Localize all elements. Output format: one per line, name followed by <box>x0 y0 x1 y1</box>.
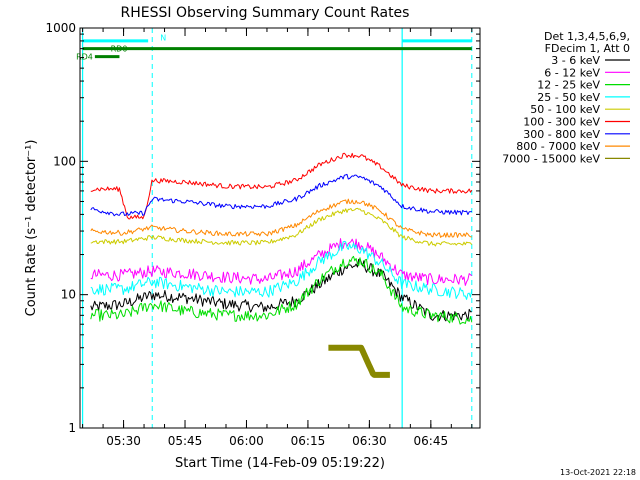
x-tick-label-2: 06:00 <box>229 434 264 448</box>
series-line-4 <box>90 207 473 247</box>
legend-label-3: 25 - 50 keV <box>537 91 600 104</box>
legend-label-8: 7000 - 15000 keV <box>502 152 600 165</box>
legend-label-7: 800 - 7000 keV <box>516 140 600 153</box>
y-axis-label: Count Rate (s⁻¹ detector⁻¹) <box>24 140 39 317</box>
x-axis-label: Start Time (14-Feb-09 05:19:22) <box>175 456 385 471</box>
x-tick-label-5: 06:45 <box>414 434 449 448</box>
series-line-0 <box>90 258 472 322</box>
plot-frame <box>79 27 481 429</box>
series-line-3 <box>90 240 473 300</box>
footer-stamp: 13-Oct-2021 22:18 <box>560 468 636 477</box>
series-line-2 <box>90 255 473 325</box>
legend-label-2: 12 - 25 keV <box>537 79 600 92</box>
flag-label-3: RD4 <box>76 53 93 62</box>
y-tick-label-3: 1000 <box>45 21 76 35</box>
plot-marks: RD0 RD4 N <box>76 28 473 428</box>
series-line-5 <box>90 152 473 220</box>
y-tick-label-1: 10 <box>61 288 76 302</box>
series-line-7 <box>90 198 472 238</box>
series-line-6 <box>90 173 472 217</box>
legend-label-1: 6 - 12 keV <box>544 66 600 79</box>
chart-title: RHESSI Observing Summary Count Rates <box>121 5 410 21</box>
y-tick-label-0: 1 <box>68 421 76 435</box>
legend-label-5: 100 - 300 keV <box>523 116 600 129</box>
x-tick-label-1: 05:45 <box>168 434 203 448</box>
series-line-1 <box>90 238 473 286</box>
axis-ticks: 05:30 05:45 06:00 06:15 06:30 06:45 1 10 100 1000 <box>45 21 480 448</box>
legend: Det 1,3,4,5,6,9,FDecim 1, Att 03 - 6 keV… <box>502 30 630 165</box>
x-tick-label-4: 06:30 <box>352 434 387 448</box>
flag-text-0: N <box>160 33 166 42</box>
x-tick-label-0: 05:30 <box>106 434 141 448</box>
legend-label-4: 50 - 100 keV <box>530 103 600 116</box>
y-tick-label-2: 100 <box>53 154 76 168</box>
legend-label-6: 300 - 800 keV <box>523 128 600 141</box>
legend-header-0: Det 1,3,4,5,6,9, <box>544 30 630 43</box>
legend-header-1: FDecim 1, Att 0 <box>545 42 630 55</box>
flag-label-2: RD0 <box>111 45 128 54</box>
x-tick-label-3: 06:15 <box>291 434 326 448</box>
series-line-8 <box>326 344 392 378</box>
legend-label-0: 3 - 6 keV <box>551 54 600 67</box>
